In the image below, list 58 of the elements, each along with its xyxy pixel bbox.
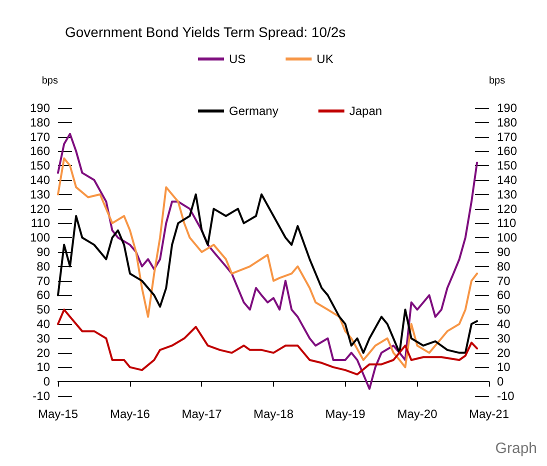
y-tick-label: 150	[30, 158, 50, 173]
y2-tick-label: 170	[497, 130, 518, 144]
y-tick-label: 30	[36, 331, 50, 346]
y-tick-label: 190	[30, 101, 50, 115]
legend-label: Japan	[349, 104, 382, 118]
y2-tick-label: 100	[497, 230, 518, 245]
y-tick-label: 180	[30, 115, 50, 130]
x-tick-label: May-15	[38, 407, 78, 421]
y2-tick-label: 180	[497, 115, 518, 130]
text: Graph	[495, 440, 538, 457]
x-tick-label: May-20	[397, 407, 438, 421]
y2-tick-label: 80	[497, 259, 511, 274]
chart-title: Government Bond Yields Term Spread: 10/2s	[65, 24, 346, 40]
y-tick-label: 110	[30, 216, 50, 230]
y2-tick-label: 90	[497, 245, 511, 259]
y-axis-title: bps	[42, 76, 58, 86]
y2-tick-label: 20	[497, 346, 511, 360]
y2-axis-title: bps	[489, 76, 506, 86]
y-tick-label: 0	[43, 374, 50, 389]
y2-tick-label: -10	[497, 389, 515, 403]
y2-tick-label: 60	[497, 288, 511, 302]
y2-tick-label: 140	[497, 173, 518, 187]
y-tick-label: 130	[30, 187, 50, 202]
y2-tick-label: 190	[497, 101, 518, 115]
y2-tick-label: 120	[497, 202, 518, 216]
y2-tick-label: 50	[497, 302, 511, 317]
y2-tick-label: 0	[497, 374, 504, 389]
y-tick-label: 90	[36, 245, 50, 259]
y-tick-label: 80	[36, 259, 50, 274]
y-tick-label: 140	[30, 173, 50, 187]
y-tick-label: 100	[30, 230, 50, 245]
y2-tick-label: 150	[497, 158, 518, 173]
y2-tick-label: 70	[497, 274, 511, 288]
y2-tick-label: 30	[497, 331, 511, 346]
y2-tick-label: 10	[497, 360, 511, 374]
line-series	[57, 308, 478, 376]
y-tick-label: 60	[36, 288, 50, 302]
y-tick-label: 20	[36, 346, 50, 360]
x-tick-label: May-21	[468, 407, 510, 421]
x-tick-label: May-18	[253, 407, 294, 421]
y-tick-label: 170	[30, 130, 50, 144]
x-tick-label: May-19	[325, 407, 366, 421]
y-tick-label: 160	[30, 144, 50, 158]
y-tick-label: 10	[36, 360, 50, 374]
legend-label: Germany	[229, 104, 278, 118]
x-tick-label: May-17	[182, 407, 222, 421]
y2-tick-label: 130	[497, 187, 518, 202]
y-tick-label: -10	[32, 389, 50, 403]
y-tick-label: 50	[36, 302, 50, 317]
x-tick-label: May-16	[110, 407, 150, 421]
y2-tick-label: 40	[497, 317, 511, 331]
y2-tick-label: 110	[497, 216, 516, 230]
y-tick-label: 70	[36, 274, 50, 288]
legend-label: UK	[316, 52, 334, 66]
y-tick-label: 40	[36, 317, 50, 331]
legend-label: US	[229, 52, 246, 66]
y2-tick-label: 160	[497, 144, 518, 158]
y-tick-label: 120	[30, 202, 50, 216]
